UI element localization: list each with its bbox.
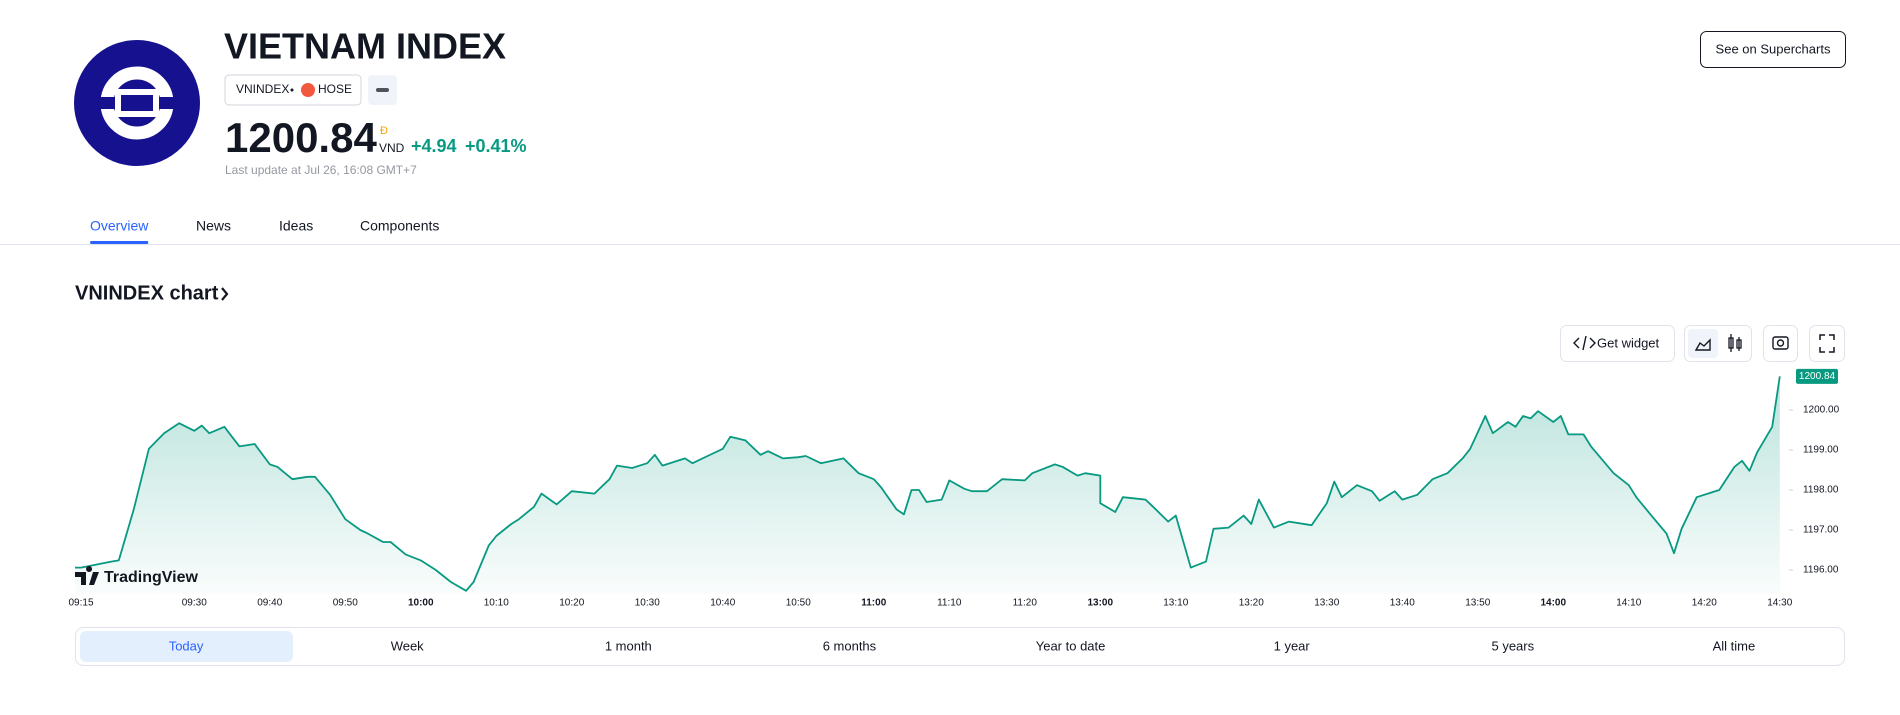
x-tick-label: 13:30 [1314, 598, 1339, 609]
range-button[interactable]: Year to date [1036, 638, 1106, 653]
x-tick-label: 13:50 [1465, 598, 1490, 609]
range-button[interactable]: 1 month [605, 638, 652, 653]
x-tick-label: 10:10 [484, 598, 509, 609]
x-tick-label: 13:10 [1163, 598, 1188, 609]
area-style-button[interactable] [1688, 329, 1718, 358]
code-icon [1573, 335, 1596, 351]
x-tick-label: 14:00 [1540, 598, 1566, 609]
x-tick-label: 13:00 [1087, 598, 1113, 609]
x-tick-label: 10:30 [635, 598, 660, 609]
x-tick-label: 11:00 [861, 598, 886, 609]
x-tick-label: 13:40 [1390, 598, 1415, 609]
tab-underline [90, 241, 149, 244]
plot: 1196.00 1197.00 1198.00 1199.00 1200.00 09:15… [68, 368, 1840, 609]
supercharts-label: See on Supercharts [1716, 41, 1831, 56]
y-tick-label: 1196.00 [1803, 565, 1839, 576]
x-tick-label: 11:20 [1013, 598, 1038, 609]
tab[interactable]: Components [360, 218, 439, 234]
x-tick-label: 10:50 [786, 598, 811, 609]
exchange: HOSE [318, 82, 352, 96]
y-tick-label: 1198.00 [1803, 485, 1839, 496]
ranges: Today Week 1 month 6 months Year to date 1 ye… [80, 631, 1755, 662]
candle-style-button[interactable] [1728, 334, 1742, 352]
tabs: Overview News Ideas Components [90, 218, 439, 244]
tab[interactable]: Ideas [279, 218, 313, 234]
x-tick-label: 09:50 [333, 598, 358, 609]
x-tick-label: 14:20 [1692, 598, 1717, 609]
last-price-tag [1796, 368, 1838, 384]
x-tick-label: 10:40 [710, 598, 735, 609]
camera-icon [1772, 336, 1789, 350]
area [75, 376, 1780, 594]
symbol: VNINDEX [236, 82, 289, 96]
y-tick-label: 1200.00 [1803, 405, 1840, 416]
fullscreen-button[interactable] [1809, 325, 1845, 362]
snapshot-button[interactable] [1763, 325, 1798, 362]
area-icon [1694, 338, 1711, 351]
currency-symbol: Đ [380, 125, 388, 137]
price: 1200.84 [225, 114, 377, 161]
x-tick-label: 09:15 [68, 598, 93, 609]
heading-chevron [221, 287, 229, 301]
currency: VND [379, 141, 405, 155]
x-tick-label: 14:10 [1616, 598, 1641, 609]
range-button[interactable]: 5 years [1491, 638, 1534, 653]
y-tick-label: 1199.00 [1803, 445, 1839, 456]
x-tick-label: 10:00 [408, 598, 434, 609]
fullscreen-icon [1819, 334, 1835, 353]
chart-heading[interactable]: VNINDEX chart [75, 282, 219, 304]
line [75, 376, 1781, 592]
range-bar [75, 627, 1845, 666]
exchange-flag [301, 83, 315, 97]
x-tick-label: 14:30 [1767, 598, 1792, 609]
range-button[interactable]: All time [1713, 638, 1756, 653]
tab[interactable]: News [196, 218, 231, 234]
get-widget-button[interactable] [1560, 325, 1675, 362]
last-update: Last update at Jul 26, 16:08 GMT+7 [225, 163, 417, 177]
supercharts-button[interactable] [1700, 31, 1846, 68]
watermark-logo [75, 566, 99, 585]
change: +4.94 [411, 136, 457, 156]
last-price-label: 1200.84 [1799, 371, 1836, 382]
range-button[interactable]: Today [169, 638, 204, 653]
range-selected [80, 631, 293, 662]
range-button[interactable]: 1 year [1274, 638, 1311, 653]
get-widget-label: Get widget [1597, 335, 1660, 350]
watermark: TradingView [104, 569, 199, 586]
y-tick-label: 1197.00 [1803, 525, 1839, 536]
x-tick-label: 09:30 [182, 598, 207, 609]
logo [74, 40, 200, 166]
type-icon [376, 88, 389, 92]
x-tick-label: 09:40 [257, 598, 282, 609]
x-tick-label: 11:10 [937, 598, 962, 609]
x-tick-label: 13:20 [1239, 598, 1264, 609]
x-tick-label: 10:20 [559, 598, 584, 609]
change-percent: +0.41% [465, 136, 527, 156]
tab[interactable]: Overview [90, 218, 149, 234]
range-button[interactable]: Week [391, 638, 424, 653]
title: VIETNAM INDEX [224, 26, 506, 67]
separator-dot [290, 88, 294, 92]
range-button[interactable]: 6 months [823, 638, 877, 653]
